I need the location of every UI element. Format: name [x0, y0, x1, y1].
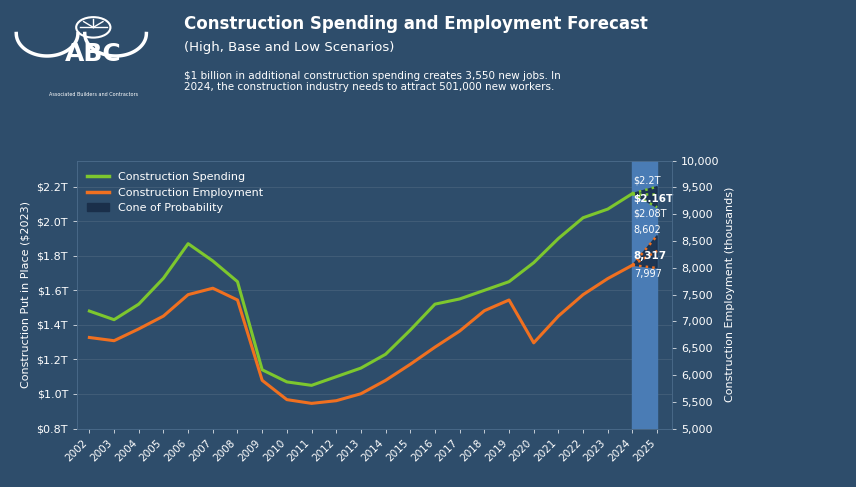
Y-axis label: Construction Put in Place ($2023): Construction Put in Place ($2023)	[21, 201, 31, 388]
Text: $2.08T: $2.08T	[633, 208, 667, 218]
Text: Construction Spending and Employment Forecast: Construction Spending and Employment For…	[184, 15, 648, 33]
Text: 7,997: 7,997	[633, 269, 662, 279]
Polygon shape	[633, 187, 657, 207]
Y-axis label: Construction Employment (thousands): Construction Employment (thousands)	[725, 187, 735, 402]
Text: $2.2T: $2.2T	[633, 176, 661, 186]
Text: Associated Builders and Contractors: Associated Builders and Contractors	[49, 93, 138, 97]
Text: 8,317: 8,317	[633, 251, 667, 262]
Text: ABC: ABC	[65, 42, 122, 66]
Text: (High, Base and Low Scenarios): (High, Base and Low Scenarios)	[184, 41, 395, 55]
Text: $1 billion in additional construction spending creates 3,550 new jobs. In
2024, : $1 billion in additional construction sp…	[184, 71, 561, 92]
Bar	[633, 161, 657, 429]
Text: $2.16T: $2.16T	[633, 194, 674, 204]
Text: 8,602: 8,602	[633, 225, 662, 235]
Legend: Construction Spending, Construction Employment, Cone of Probability: Construction Spending, Construction Empl…	[82, 168, 268, 218]
Polygon shape	[633, 236, 657, 268]
